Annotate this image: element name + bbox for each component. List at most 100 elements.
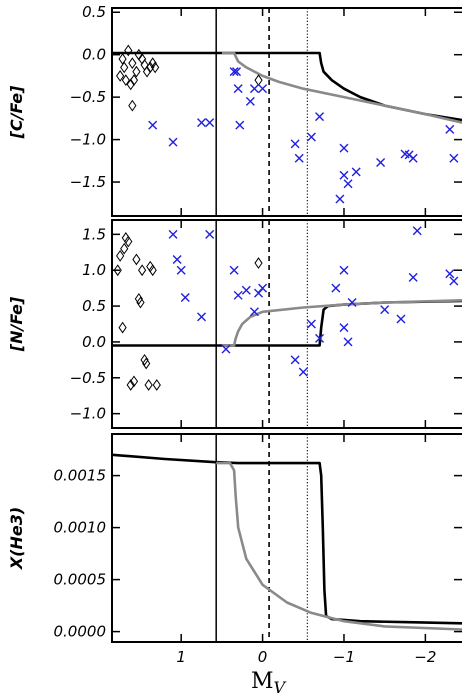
cross-point-cfe-4: [229, 67, 239, 77]
cross-point-nfe-0: [168, 229, 178, 239]
cross-point-cfe-10: [258, 84, 268, 94]
cross-point-cfe-23: [408, 153, 418, 163]
diamond-point-cfe-15: [151, 61, 160, 74]
x-axis-label-subscript: V: [273, 678, 286, 696]
panel-frame-he3: [111, 433, 462, 643]
cross-point-nfe-17: [331, 283, 341, 293]
y-tick-label-nfe: 1.0: [82, 261, 106, 279]
diamond-point-nfe-16: [148, 264, 157, 277]
cross-point-nfe-27: [449, 276, 459, 286]
cross-point-cfe-20: [376, 158, 386, 168]
diamond-point-cfe-16: [128, 99, 137, 112]
y-axis-label-nfe: [N/Fe]: [7, 296, 26, 352]
cross-point-nfe-15: [306, 319, 316, 329]
cross-point-cfe-6: [233, 84, 243, 94]
cross-point-nfe-1: [172, 254, 182, 264]
cross-point-nfe-6: [221, 344, 231, 354]
diamond-point-cfe-0: [116, 70, 125, 82]
cross-point-cfe-11: [306, 132, 316, 142]
cross-point-nfe-5: [205, 229, 215, 239]
cross-point-nfe-21: [347, 297, 357, 307]
panel-he3: 0.0015 0.0010 0.0005 0.0000 X(He3): [7, 433, 462, 643]
cross-point-cfe-13: [294, 153, 304, 163]
cross-point-cfe-25: [449, 153, 459, 163]
diamond-point-cfe-12: [142, 65, 152, 78]
x-tick-label: −2: [414, 648, 436, 666]
cross-point-nfe-4: [197, 312, 207, 322]
diamond-point-cfe-8: [132, 65, 141, 78]
cross-point-nfe-24: [408, 272, 418, 282]
diamond-point-nfe-2: [118, 321, 127, 334]
cross-point-cfe-12: [315, 112, 325, 122]
diamond-point-cfe-2: [120, 61, 129, 74]
diamond-point-nfe-11: [138, 264, 147, 277]
diamond-point-nfe-4: [121, 232, 130, 244]
y-tick-label-cfe: 0.0: [82, 46, 106, 64]
diamond-point-nfe-17: [152, 379, 161, 391]
diamond-point-nfe-9: [134, 293, 143, 305]
diamond-point-cfe-1: [118, 53, 127, 65]
diamond-point-nfe-3: [120, 242, 129, 255]
diamond-point-nfe-15: [146, 260, 155, 273]
model-line-gray-cfe: [221, 51, 462, 124]
cross-point-cfe-18: [343, 179, 353, 189]
panel-frame-cfe: [111, 7, 462, 217]
cross-point-cfe-0: [148, 120, 158, 130]
cross-point-nfe-13: [290, 355, 300, 365]
cross-point-cfe-3: [205, 118, 215, 128]
diamond-point-nfe-12: [140, 353, 149, 366]
diamond-point-nfe-14: [144, 379, 153, 391]
x-tick-label: −1: [333, 648, 355, 666]
diamond-point-nfe-13: [142, 357, 151, 370]
cross-point-nfe-18: [339, 265, 349, 275]
cross-point-cfe-1: [168, 137, 178, 147]
cross-point-nfe-2: [176, 265, 186, 275]
y-tick-label-he3: 0.0010: [54, 519, 107, 537]
diamond-point-nfe-5: [124, 235, 133, 248]
cross-point-nfe-14: [298, 367, 308, 377]
cross-point-cfe-24: [445, 124, 455, 134]
diamond-point-cfe-6: [128, 57, 137, 70]
y-tick-label-nfe: −0.5: [70, 369, 106, 387]
plot-area-nfe: [112, 220, 462, 428]
cross-point-nfe-9: [241, 285, 251, 295]
panel-frame-nfe: [111, 219, 462, 429]
cross-point-cfe-14: [290, 139, 300, 149]
diamond-point-nfe-0: [113, 264, 122, 277]
cross-point-cfe-8: [245, 96, 255, 106]
cross-point-cfe-15: [335, 194, 345, 204]
cross-point-nfe-7: [229, 265, 239, 275]
y-tick-label-he3: 0.0015: [54, 467, 107, 485]
diamond-point-nfe-8: [132, 253, 141, 266]
panel-nfe: 1.5 1.0 0.5 0.0 −0.5 −1.0 [N/Fe]: [7, 219, 462, 429]
diamond-point-cfe-4: [124, 44, 133, 57]
diamond-point-nfe-1: [116, 249, 125, 262]
panel-cfe: 0.5 0.0 −0.5 −1.0 −1.5 [C/Fe]: [7, 3, 462, 217]
cross-point-cfe-7: [235, 120, 245, 130]
y-tick-label-cfe: 0.5: [82, 3, 106, 21]
model-line-gray-he3: [216, 461, 462, 631]
cross-point-nfe-25: [412, 226, 422, 236]
cross-point-cfe-19: [351, 167, 361, 177]
cross-point-cfe-9: [249, 84, 259, 94]
diamond-point-nfe-7: [129, 375, 139, 388]
y-tick-label-nfe: −1.0: [70, 405, 106, 423]
diamond-point-cfe-7: [129, 74, 139, 87]
cross-point-nfe-26: [445, 269, 455, 279]
y-tick-label-nfe: 1.5: [82, 225, 106, 243]
x-tick-label: 0: [258, 648, 268, 666]
y-axis-label-cfe: [C/Fe]: [7, 85, 26, 139]
cross-point-nfe-3: [180, 292, 190, 302]
y-tick-label-nfe: 0.0: [82, 333, 106, 351]
cross-point-cfe-17: [339, 170, 349, 180]
y-tick-label-nfe: 0.5: [82, 297, 106, 315]
y-tick-label-he3: 0.0005: [54, 571, 107, 589]
model-line-gray-nfe: [221, 299, 462, 347]
cross-point-nfe-23: [396, 314, 406, 324]
cross-point-nfe-16: [315, 333, 325, 343]
diamond-point-nfe-6: [126, 379, 135, 391]
x-tick-label: 1: [176, 648, 186, 666]
diamond-point-nfe-10: [136, 296, 145, 309]
diamond-point-nfe-18: [254, 257, 263, 269]
